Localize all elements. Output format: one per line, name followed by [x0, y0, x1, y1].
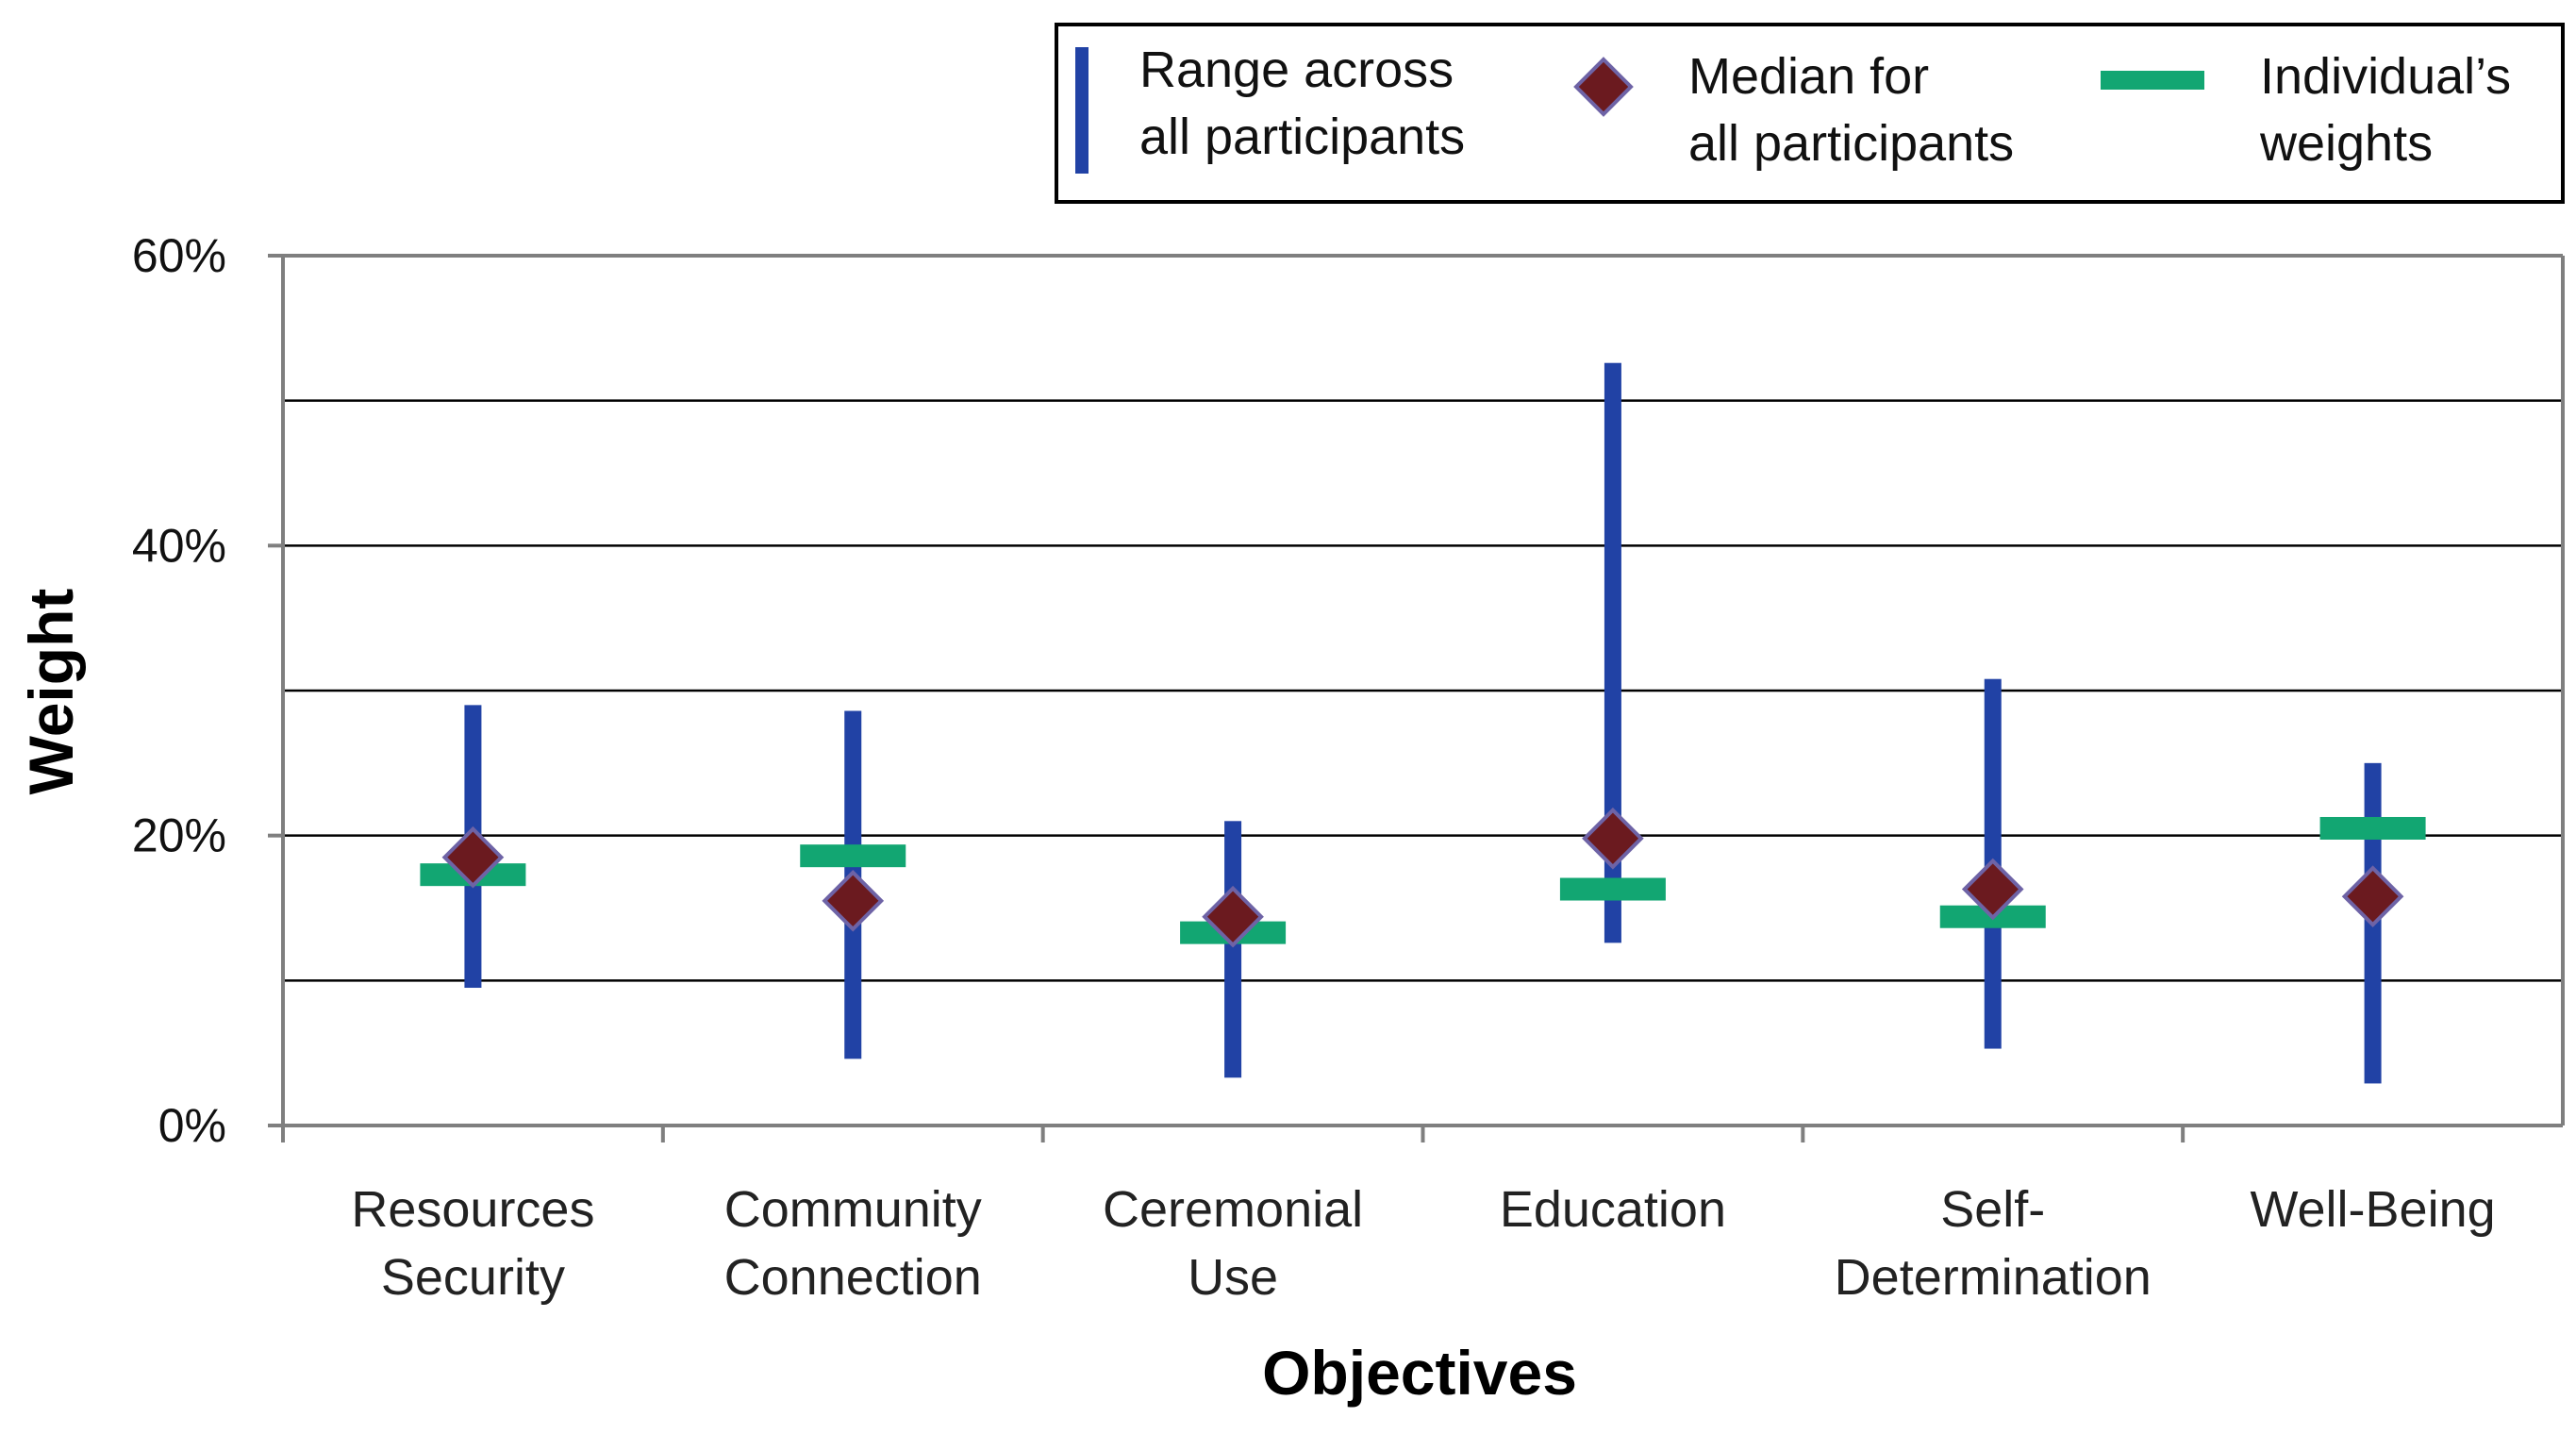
range-bar	[1604, 362, 1621, 943]
gridlines	[283, 399, 2563, 982]
median-marker	[822, 869, 885, 932]
x-category-label: Education	[1500, 1181, 1726, 1238]
x-axis-title: Objectives	[1262, 1338, 1577, 1408]
legend-individual-swatch	[2101, 71, 2204, 90]
individual-weight-dash	[2319, 816, 2426, 840]
y-tick-label: 0%	[158, 1099, 226, 1152]
legend: Range across all participants Median for…	[1055, 23, 2565, 204]
legend-range-swatch	[1075, 47, 1089, 174]
legend-range-label: Range across all participants	[1139, 42, 1468, 165]
legend-individual-label: Individual’s weights	[2259, 48, 2525, 172]
axes	[268, 254, 2565, 1142]
y-tick-label: 40%	[132, 519, 226, 572]
x-category-label: Ceremonial Use	[1103, 1181, 1363, 1306]
median-marker	[1961, 858, 2024, 921]
data-marks	[420, 362, 2426, 1084]
x-category-label: Resources Security	[351, 1181, 594, 1306]
x-category-label: Well-Being	[2251, 1181, 2496, 1238]
x-category-labels: Resources Security Community Connection Cere…	[351, 1181, 2495, 1306]
y-tick-labels: 0% 20% 40% 60%	[132, 229, 226, 1152]
x-category-label: Self-Determination	[1835, 1181, 2152, 1306]
median-marker	[1202, 885, 1264, 948]
median-marker	[2341, 865, 2404, 928]
y-axis-title: Weight	[16, 589, 86, 795]
individual-weight-dash	[1559, 877, 1666, 901]
median-marker	[441, 825, 505, 889]
legend-median-label: Median for all participants	[1688, 48, 2014, 172]
y-tick-label: 20%	[132, 809, 226, 862]
legend-frame	[1055, 23, 2565, 204]
range-bar	[1224, 821, 1242, 1078]
median-marker	[1582, 807, 1644, 870]
x-category-label: Community Connection	[724, 1181, 982, 1306]
individual-weight-dash	[800, 844, 906, 868]
legend-median-swatch	[1573, 57, 1634, 117]
y-tick-label: 60%	[132, 229, 226, 282]
